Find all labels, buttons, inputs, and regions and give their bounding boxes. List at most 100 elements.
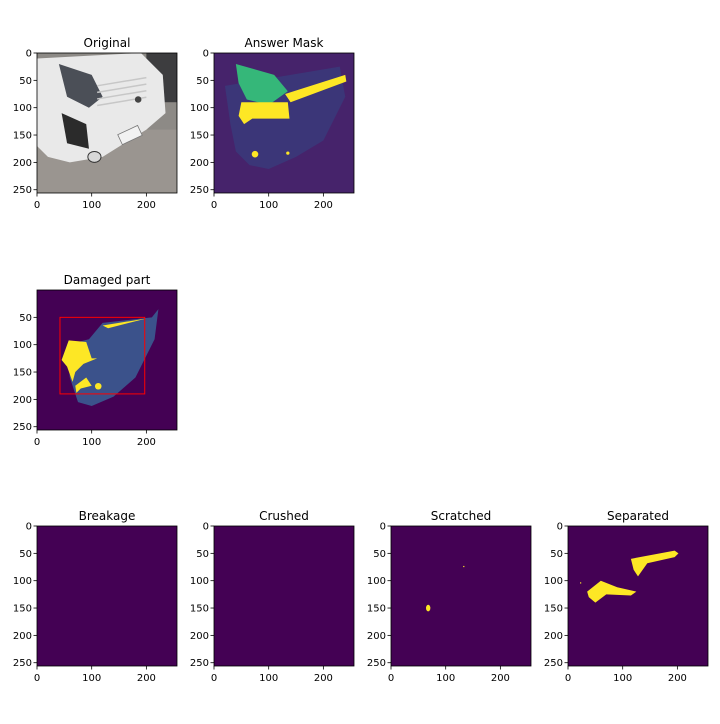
x-tick-label: 100 <box>259 200 278 211</box>
y-tick-label: 100 <box>13 103 32 114</box>
x-tick-label: 0 <box>565 673 571 684</box>
panel-breakage: Breakage 0 100 200 0 50 100 150 200 250 <box>13 509 178 684</box>
y-tick-label: 150 <box>13 368 32 379</box>
y-tick-label: 50 <box>196 549 209 560</box>
x-tick-label: 100 <box>82 200 101 211</box>
panel-image <box>37 526 177 666</box>
y-tick-label: 150 <box>190 131 209 142</box>
y-tick-label: 100 <box>544 576 563 587</box>
y-tick-label: 50 <box>19 313 32 324</box>
y-tick-label: 0 <box>203 522 209 533</box>
y-tick-label: 250 <box>13 422 32 433</box>
y-tick-label: 250 <box>13 658 32 669</box>
grille-line <box>97 89 147 100</box>
x-tick-label: 100 <box>436 673 455 684</box>
y-tick-label: 200 <box>13 631 32 642</box>
damage-yellow-area <box>75 377 92 393</box>
y-tick-label: 150 <box>13 604 32 615</box>
panel-image <box>391 526 531 666</box>
mask-background <box>214 526 354 666</box>
x-tick-label: 0 <box>34 673 40 684</box>
axes-frame <box>36 52 178 194</box>
x-tick-label: 0 <box>211 673 217 684</box>
y-tick-label: 200 <box>367 631 386 642</box>
y-tick-label: 150 <box>190 604 209 615</box>
panel-crushed: Crushed 0 100 200 0 50 100 150 200 250 <box>190 509 355 684</box>
y-tick-label: 150 <box>367 604 386 615</box>
separated-mask-speck <box>580 582 582 584</box>
fog-light <box>87 150 102 163</box>
y-tick-label: 50 <box>19 76 32 87</box>
y-tick-label: 0 <box>26 49 32 60</box>
mask-background <box>391 526 531 666</box>
damage-yellow-area <box>102 318 147 329</box>
separated-mask-region <box>630 550 679 577</box>
panel-answer-mask: Answer Mask 0 100 200 0 50 100 150 200 250 <box>190 36 355 211</box>
x-tick-label: 0 <box>34 437 40 448</box>
separated-mask-region <box>587 580 637 603</box>
x-tick-label: 200 <box>137 673 156 684</box>
panel-title: Crushed <box>259 509 309 523</box>
y-tick-label: 250 <box>367 658 386 669</box>
panel-damaged-part: Damaged part 0 100 200 50 100 150 200 250 <box>13 273 178 448</box>
axes-frame <box>567 525 709 667</box>
damage-yellow-area <box>94 382 102 390</box>
headlight-mask <box>235 63 288 105</box>
x-tick-label: 0 <box>34 200 40 211</box>
x-tick-label: 100 <box>82 437 101 448</box>
grille-line <box>97 76 147 87</box>
y-tick-label: 50 <box>373 549 386 560</box>
panel-title: Separated <box>607 509 669 523</box>
bumper-black <box>61 113 89 149</box>
panel-title: Scratched <box>431 509 491 523</box>
x-tick-label: 100 <box>259 673 278 684</box>
y-tick-label: 200 <box>13 158 32 169</box>
y-tick-label: 100 <box>13 340 32 351</box>
y-tick-label: 250 <box>13 185 32 196</box>
x-tick-label: 100 <box>82 673 101 684</box>
separated-mask-stripe <box>285 74 347 103</box>
axes-frame <box>390 525 532 667</box>
panel-title: Breakage <box>79 509 136 523</box>
x-tick-label: 100 <box>613 673 632 684</box>
panel-title: Original <box>84 36 131 50</box>
panel-image <box>214 53 354 193</box>
y-tick-label: 100 <box>190 103 209 114</box>
y-tick-label: 50 <box>19 549 32 560</box>
y-tick-label: 200 <box>190 631 209 642</box>
y-tick-label: 0 <box>26 522 32 533</box>
damaged-part-region <box>67 309 159 406</box>
panel-title: Damaged part <box>64 273 151 287</box>
headlight <box>58 63 103 108</box>
separated-mask-region <box>238 102 290 125</box>
logo <box>134 96 142 103</box>
x-tick-label: 200 <box>491 673 510 684</box>
axes-frame <box>36 525 178 667</box>
y-tick-label: 100 <box>13 576 32 587</box>
panel-image <box>37 290 177 430</box>
y-tick-label: 200 <box>13 395 32 406</box>
y-tick-label: 50 <box>550 549 563 560</box>
mask-background <box>37 526 177 666</box>
axes-frame <box>213 52 355 194</box>
panel-image <box>214 526 354 666</box>
panel-title: Answer Mask <box>245 36 324 50</box>
panel-original: Original 0 100 200 0 50 100 150 200 250 <box>13 36 178 211</box>
y-tick-label: 250 <box>190 185 209 196</box>
panel-scratched: Scratched 0 100 200 0 50 100 150 200 250 <box>367 509 532 684</box>
y-tick-label: 0 <box>380 522 386 533</box>
x-tick-label: 200 <box>314 673 333 684</box>
scratch-mask <box>463 565 465 568</box>
y-tick-label: 0 <box>557 522 563 533</box>
scratch-mask <box>426 604 431 612</box>
y-tick-label: 200 <box>190 158 209 169</box>
x-tick-label: 0 <box>388 673 394 684</box>
mask-fragment <box>286 151 290 155</box>
y-tick-label: 100 <box>367 576 386 587</box>
panel-image <box>568 526 708 666</box>
y-tick-label: 150 <box>544 604 563 615</box>
y-tick-label: 200 <box>544 631 563 642</box>
panel-image <box>37 53 177 193</box>
y-tick-label: 250 <box>544 658 563 669</box>
